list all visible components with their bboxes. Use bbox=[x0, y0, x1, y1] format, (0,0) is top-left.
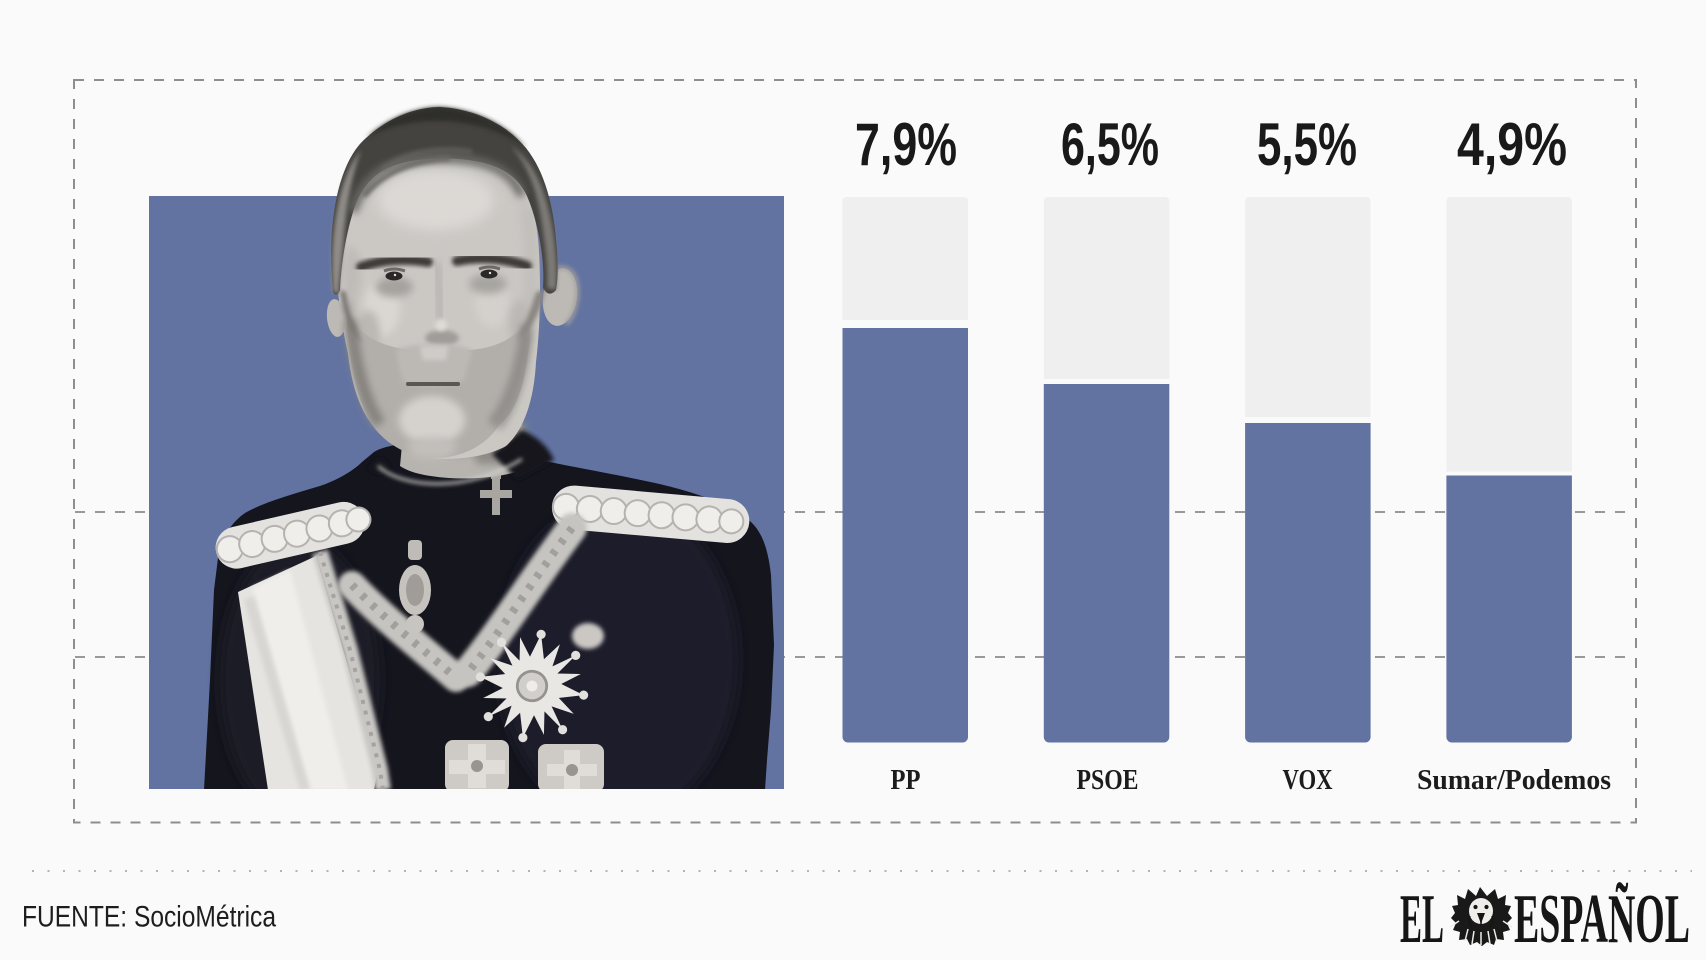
svg-text:4,9%: 4,9% bbox=[1457, 111, 1567, 178]
svg-text:6,5%: 6,5% bbox=[1061, 111, 1159, 178]
svg-text:5,5%: 5,5% bbox=[1257, 111, 1357, 178]
svg-text:PSOE: PSOE bbox=[1077, 764, 1139, 796]
svg-text:FUENTE: SocioMétrica: FUENTE: SocioMétrica bbox=[22, 901, 276, 934]
svg-text:ESPAÑOL: ESPAÑOL bbox=[1514, 881, 1690, 958]
svg-text:PP: PP bbox=[891, 764, 921, 796]
svg-text:VOX: VOX bbox=[1283, 764, 1333, 796]
svg-text:EL: EL bbox=[1400, 881, 1444, 958]
svg-text:Sumar/Podemos: Sumar/Podemos bbox=[1417, 764, 1611, 796]
svg-text:7,9%: 7,9% bbox=[855, 111, 957, 178]
